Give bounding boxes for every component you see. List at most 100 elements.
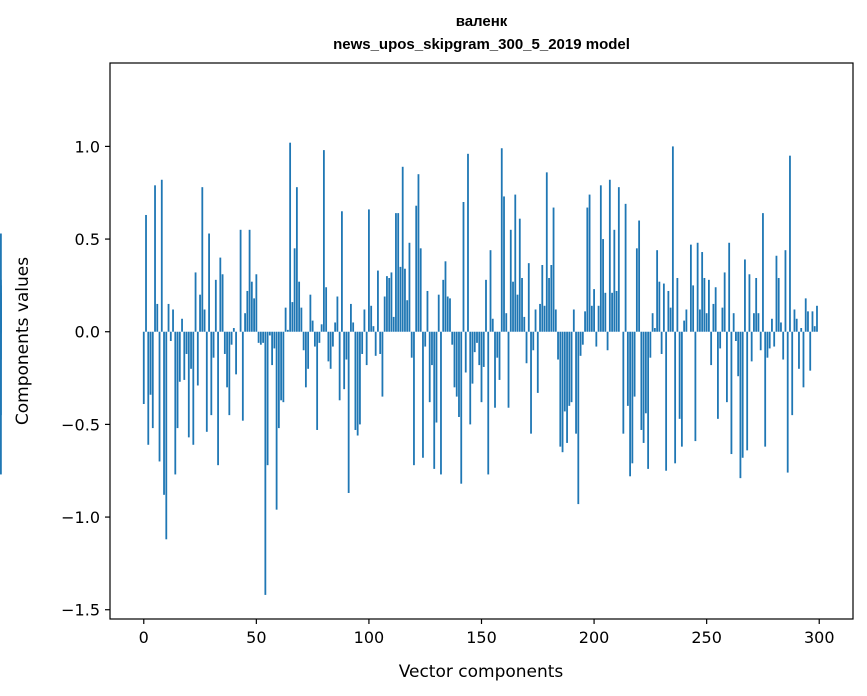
bar: [399, 266, 402, 332]
bar: [566, 331, 568, 443]
bar: [300, 307, 303, 332]
bar: [491, 318, 494, 332]
bar: [142, 331, 145, 405]
bar: [550, 265, 553, 332]
bar: [160, 179, 163, 332]
bar: [424, 331, 427, 347]
bar: [667, 290, 670, 332]
bar: [469, 331, 472, 425]
bar: [539, 303, 541, 332]
chart-title: валенк: [455, 13, 508, 30]
bar: [813, 326, 816, 332]
bar: [597, 305, 600, 332]
bar: [341, 211, 343, 332]
bar: [255, 274, 258, 332]
bar: [176, 331, 179, 429]
bar: [651, 313, 654, 332]
bar: [678, 331, 681, 419]
bar: [503, 196, 505, 332]
bar: [590, 305, 593, 332]
bar: [273, 331, 276, 349]
bar: [656, 250, 659, 332]
bar: [0, 331, 2, 475]
bar: [741, 331, 744, 458]
bar: [307, 331, 310, 369]
bar: [730, 331, 733, 455]
bar: [397, 213, 400, 332]
bar: [392, 316, 395, 332]
bar: [422, 331, 424, 458]
x-tick-label: 0: [139, 628, 149, 647]
bar: [410, 331, 413, 358]
bar: [622, 331, 625, 434]
bar: [579, 331, 582, 356]
bar: [638, 220, 641, 332]
bar: [169, 331, 172, 341]
bar: [604, 292, 607, 332]
bar: [183, 331, 186, 380]
bar: [534, 309, 537, 332]
bar: [676, 277, 679, 332]
bar: [329, 331, 332, 369]
bar: [498, 331, 501, 380]
bar: [523, 316, 526, 332]
bar: [388, 277, 391, 332]
bar: [809, 331, 812, 371]
bar: [545, 172, 548, 332]
bar: [512, 281, 514, 332]
bar: [791, 331, 794, 416]
bar: [773, 331, 776, 347]
bar: [295, 187, 298, 332]
bar: [174, 331, 177, 475]
bar: [494, 331, 496, 408]
bar: [599, 185, 602, 332]
bar: [264, 331, 267, 595]
bar: [442, 279, 445, 332]
bar: [633, 331, 636, 397]
bar: [408, 242, 411, 332]
bar: [226, 331, 228, 388]
bar: [163, 331, 165, 495]
bar: [190, 331, 192, 369]
bar: [406, 300, 409, 332]
bar: [649, 331, 652, 358]
bar: [552, 207, 555, 332]
bar: [735, 331, 737, 341]
bar: [246, 290, 249, 332]
bar: [631, 331, 634, 464]
bar: [244, 313, 246, 332]
x-tick-label: 150: [466, 628, 497, 647]
bar: [694, 331, 697, 442]
x-tick-label: 300: [804, 628, 835, 647]
bar: [680, 331, 683, 447]
bar: [514, 194, 517, 332]
bar: [570, 331, 573, 403]
bar: [291, 302, 294, 332]
bar: [149, 331, 152, 395]
bar: [325, 287, 328, 332]
bar: [151, 331, 154, 429]
bar: [541, 265, 544, 332]
bar: [568, 331, 571, 406]
bar: [298, 281, 301, 332]
bar: [271, 331, 274, 366]
x-axis: 0 50 100 150 200 250 300: [139, 619, 835, 647]
bar: [322, 150, 325, 332]
bar: [728, 242, 731, 332]
bar: [606, 331, 609, 351]
bar: [354, 331, 357, 430]
bar: [764, 331, 767, 447]
bar: [419, 248, 422, 332]
bar: [671, 146, 674, 332]
bar: [437, 294, 440, 332]
bar: [699, 309, 701, 332]
bar: [804, 298, 807, 332]
bar: [455, 331, 458, 397]
bar: [268, 331, 271, 336]
bar: [732, 313, 735, 332]
bar: [557, 331, 559, 360]
x-tick-label: 250: [691, 628, 722, 647]
bar: [662, 283, 665, 332]
bar: [372, 326, 375, 332]
